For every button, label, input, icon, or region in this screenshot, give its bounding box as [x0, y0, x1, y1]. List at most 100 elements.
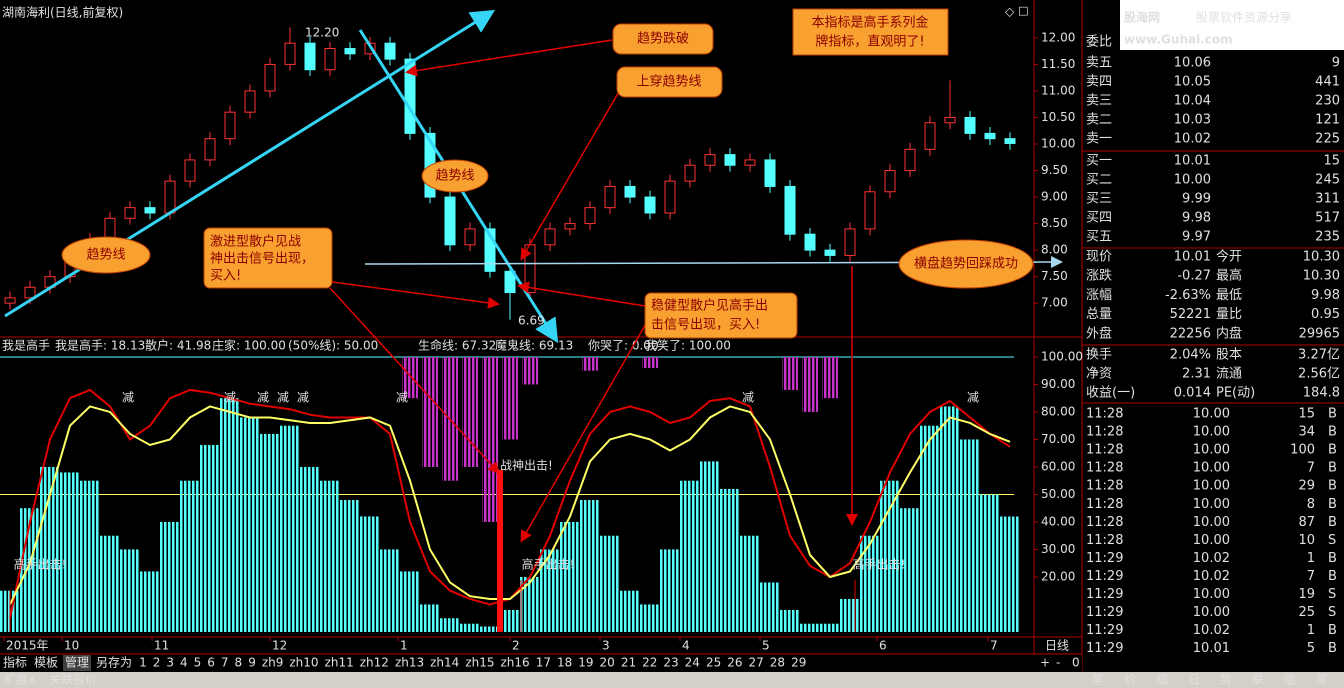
retail-bar — [560, 521, 580, 632]
tab[interactable]: zh15 — [465, 656, 494, 670]
signal-reduce: 减 — [122, 391, 134, 405]
indicator-line — [9, 405, 1011, 605]
candle-body — [324, 48, 336, 71]
footer — [0, 672, 1344, 688]
footer-button[interactable]: 联 — [1252, 673, 1264, 687]
tab[interactable]: 21 — [621, 656, 636, 670]
y-tick-label: 7.50 — [1041, 269, 1068, 283]
tick-side: B — [1328, 551, 1337, 566]
tab[interactable]: 19 — [578, 656, 593, 670]
tab[interactable]: zh10 — [289, 656, 318, 670]
dealer-bar — [522, 356, 538, 385]
retail-bar — [600, 535, 620, 632]
tick-side: B — [1328, 641, 1337, 656]
candle-body — [924, 122, 936, 150]
tab[interactable]: 4 — [180, 656, 188, 670]
dealer-bar — [422, 356, 438, 467]
tab[interactable]: 28 — [770, 656, 785, 670]
tab[interactable]: 8 — [235, 656, 243, 670]
tab[interactable]: 5 — [194, 656, 202, 670]
retail-bar — [180, 480, 200, 632]
footer-button[interactable]: 筹 — [1316, 673, 1328, 687]
tab[interactable]: 29 — [791, 656, 806, 670]
footer-button[interactable]: 值 — [1284, 672, 1296, 687]
tick-side: S — [1328, 587, 1336, 602]
stat-label: 净资 — [1086, 367, 1112, 382]
tab[interactable]: 模板 — [34, 656, 58, 670]
tab[interactable]: 3 — [166, 656, 174, 670]
tab[interactable]: 22 — [642, 656, 657, 670]
indicator-header: 魔鬼线: 69.13 — [495, 338, 573, 353]
candle-body — [824, 249, 836, 256]
tick-time: 11:29 — [1086, 605, 1123, 620]
date-label: 1 — [400, 639, 408, 653]
tab[interactable]: 7 — [221, 656, 229, 670]
window-icons[interactable]: ◇ ☐ — [1005, 5, 1029, 19]
footer-tab[interactable]: 扩展∧ — [4, 673, 37, 687]
stat-value: 2.31 — [1182, 367, 1211, 382]
signal-reduce: 减 — [257, 391, 269, 405]
tick-time: 11:28 — [1086, 425, 1123, 440]
stat-value: 184.8 — [1303, 386, 1340, 401]
book-volume: 517 — [1315, 211, 1340, 226]
candle-body — [904, 148, 916, 172]
tab[interactable]: zh16 — [501, 656, 530, 670]
tab[interactable]: 27 — [749, 656, 764, 670]
dealer-bar — [482, 356, 498, 522]
book-label: 买四 — [1086, 211, 1112, 226]
indicator-header: (50%线): 50.00 — [288, 339, 378, 353]
indicator-header: 你哭了: 0.00 — [588, 339, 659, 353]
candle-body — [244, 90, 256, 113]
tab[interactable]: 管理 — [65, 655, 89, 670]
candle-body — [724, 154, 736, 166]
candle-body — [304, 42, 316, 71]
tab[interactable]: 25 — [706, 656, 721, 670]
tab[interactable]: 20 — [600, 656, 615, 670]
footer-button[interactable]: 细 — [1156, 673, 1168, 687]
tab[interactable]: zh14 — [430, 656, 459, 670]
tab-control[interactable]: 0 — [1072, 656, 1080, 670]
tab[interactable]: 23 — [663, 656, 678, 670]
footer-button[interactable]: 日 — [1188, 673, 1200, 687]
tab[interactable]: 24 — [685, 656, 700, 670]
dealer-bar — [582, 356, 598, 371]
tab[interactable]: 另存为 — [96, 656, 132, 670]
retail-bar — [920, 425, 940, 632]
tick-price: 10.00 — [1193, 443, 1230, 458]
tab[interactable]: 26 — [727, 656, 742, 670]
tab[interactable]: 17 — [536, 656, 551, 670]
tab[interactable]: 2 — [153, 656, 161, 670]
tab[interactable]: zh12 — [360, 656, 389, 670]
tab[interactable]: 6 — [207, 656, 215, 670]
footer-button[interactable]: 价 — [1124, 673, 1136, 687]
tab[interactable]: zh9 — [262, 656, 284, 670]
tab[interactable]: zh11 — [325, 656, 354, 670]
callout-text: 神出击信号出现， — [210, 252, 314, 267]
retail-bar — [120, 549, 140, 632]
footer-button[interactable]: 笔 — [1092, 672, 1104, 687]
tick-volume: 7 — [1307, 461, 1315, 476]
tick-side: B — [1328, 623, 1337, 638]
tab[interactable]: zh13 — [395, 656, 424, 670]
tab[interactable]: 9 — [248, 656, 256, 670]
retail-bar — [340, 499, 360, 632]
tab[interactable]: 18 — [557, 656, 572, 670]
tab-control[interactable]: + — [1040, 656, 1050, 670]
y-tick-label: 20.00 — [1041, 569, 1075, 583]
retail-bar — [100, 535, 120, 632]
book-price: 10.06 — [1174, 56, 1211, 71]
tab[interactable]: 指标 — [3, 655, 27, 670]
candle-body — [544, 228, 556, 246]
tick-volume: 10 — [1298, 533, 1315, 548]
candle-body — [444, 196, 456, 246]
callout-text: 上穿趋势线 — [636, 74, 701, 90]
tab-control[interactable]: - — [1056, 656, 1060, 670]
footer-tab[interactable]: 关联报价 — [49, 672, 97, 687]
book-price: 10.03 — [1174, 113, 1211, 128]
footer-button[interactable]: 势 — [1220, 673, 1232, 687]
tab[interactable]: 1 — [139, 656, 147, 670]
tick-side: B — [1328, 425, 1337, 440]
tick-volume: 7 — [1307, 569, 1315, 584]
